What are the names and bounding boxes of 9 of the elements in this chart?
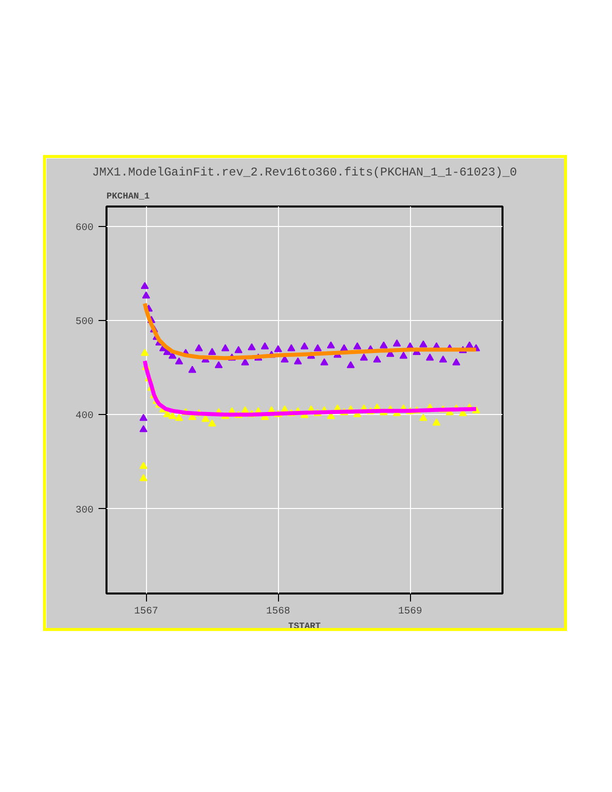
x-tick-label: 1569	[398, 606, 422, 618]
y-tick-label: 500	[75, 316, 94, 328]
x-tick-label: 1568	[266, 606, 290, 618]
y-tick-label: 400	[75, 411, 94, 422]
x-tick-label: 1567	[134, 606, 158, 618]
y-tick-label: 600	[75, 222, 94, 234]
y-tick-label: 300	[75, 505, 94, 516]
chart-title: JMX1.ModelGainFit.rev_2.Rev16to360.fits(PKCHAN_1_1-61023)_0	[92, 166, 517, 180]
y-axis-title: PKCHAN_1	[106, 192, 150, 202]
